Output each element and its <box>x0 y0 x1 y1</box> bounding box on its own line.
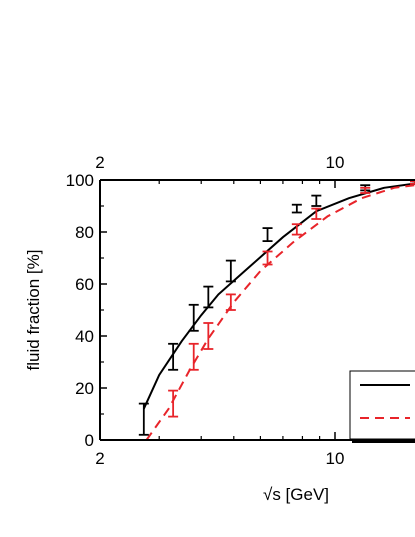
y-tick-label: 0 <box>85 431 94 450</box>
series-1-point-7 <box>291 203 302 214</box>
series-1-point-1 <box>138 402 149 436</box>
series-2-point-7 <box>311 207 322 220</box>
y-tick-label: 100 <box>66 171 94 190</box>
series-2-point-9 <box>410 180 415 185</box>
series-2-point-4 <box>225 293 236 311</box>
x-tick-label-top: 2 <box>95 153 104 172</box>
series-curves <box>142 182 415 440</box>
series-2-point-2 <box>188 342 199 371</box>
series-1-point-5 <box>225 259 236 283</box>
x-tick-label-bottom: 2 <box>95 449 104 468</box>
y-tick-label: 60 <box>75 275 94 294</box>
series-2-point-1 <box>168 389 179 418</box>
series-2-point-8 <box>360 186 371 194</box>
y-axis-label: fluid fraction [%] <box>24 250 43 371</box>
series-1-point-4 <box>203 285 214 309</box>
series-1-point-3 <box>188 303 199 332</box>
y-tick-label: 80 <box>75 223 94 242</box>
ticks <box>99 179 336 441</box>
legend-box <box>349 370 415 440</box>
series-2-point-5 <box>262 250 273 266</box>
x-tick-label-top: 10 <box>326 153 345 172</box>
series-1-curve <box>142 182 415 410</box>
x-axis-label: √s [GeV] <box>263 485 329 504</box>
series-2-point-3 <box>203 322 214 350</box>
y-tick-label: 20 <box>75 379 94 398</box>
series-1-point-2 <box>168 342 179 371</box>
series-1-point-8 <box>311 194 322 207</box>
error-bars <box>138 180 415 436</box>
series-2-point-6 <box>291 223 302 236</box>
series-1-point-6 <box>262 227 273 243</box>
x-tick-label-bottom: 10 <box>326 449 345 468</box>
legend <box>349 370 415 443</box>
y-tick-label: 40 <box>75 327 94 346</box>
series-2-curve <box>145 184 415 440</box>
